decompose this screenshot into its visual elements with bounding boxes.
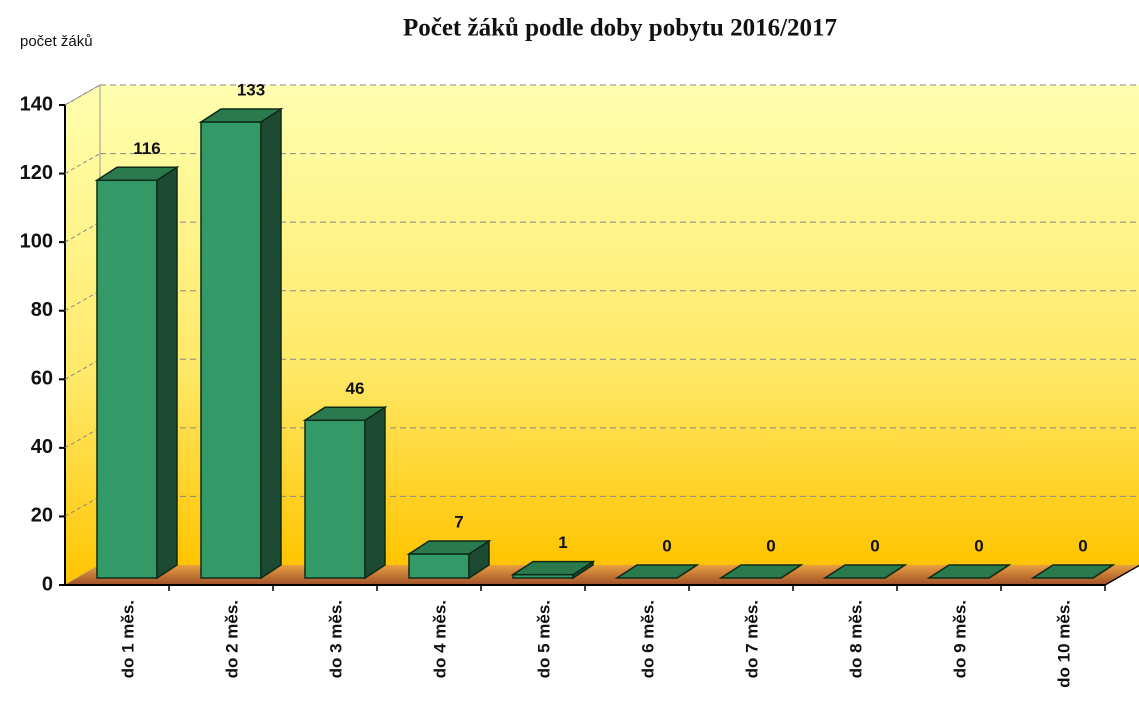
- bar-top: [718, 564, 804, 579]
- y-tick-label: 140: [20, 93, 53, 115]
- bar-side: [260, 107, 282, 580]
- bar-top: [822, 564, 908, 579]
- x-axis-depth: [1104, 564, 1139, 586]
- value-label: 116: [133, 139, 160, 158]
- value-label: 0: [1078, 536, 1087, 555]
- value-label: 7: [454, 512, 463, 531]
- bar-top: [94, 166, 180, 182]
- y-tick-label: 60: [31, 368, 53, 390]
- value-label: 46: [346, 379, 365, 398]
- bar-top: [926, 564, 1012, 579]
- y-tick-label: 0: [42, 573, 53, 595]
- bar-top: [302, 406, 388, 422]
- value-label: 133: [237, 80, 265, 99]
- bar-front: [408, 553, 470, 579]
- value-label: 0: [766, 536, 775, 555]
- bar: [1030, 564, 1116, 579]
- bar-side: [156, 165, 178, 580]
- bar-top: [1030, 564, 1116, 579]
- bar: [198, 107, 284, 580]
- x-tick-label: do 5 měs.: [534, 600, 553, 678]
- x-tick-label: do 2 měs.: [222, 600, 241, 678]
- x-tick-label: do 7 měs.: [742, 600, 761, 678]
- y-tick-label: 40: [31, 436, 53, 458]
- x-tick-label: do 9 měs.: [950, 600, 969, 678]
- bar: [406, 539, 492, 580]
- bar: [614, 564, 700, 579]
- bar: [510, 560, 596, 580]
- bar-top: [198, 108, 284, 123]
- y-tick-label: 100: [20, 230, 53, 252]
- x-tick-label: do 1 měs.: [118, 600, 137, 678]
- x-tick-label: do 10 měs.: [1054, 600, 1073, 688]
- y-tick-label: 120: [20, 162, 53, 184]
- y-axis-label: počet žáků: [20, 33, 93, 50]
- side-wall: [64, 84, 101, 586]
- bar-front: [96, 179, 158, 579]
- bar-top: [510, 560, 596, 576]
- chart-title: Počet žáků podle doby pobytu 2016/2017: [403, 15, 837, 42]
- bar: [94, 165, 180, 580]
- y-tick-label: 20: [31, 505, 53, 527]
- bar: [926, 564, 1012, 579]
- bar-front: [304, 419, 366, 579]
- bar-top: [406, 540, 492, 555]
- value-label: 0: [974, 536, 983, 555]
- x-tick-label: do 4 měs.: [430, 600, 449, 678]
- value-label: 0: [870, 536, 879, 555]
- bar-front: [200, 121, 262, 579]
- x-tick-label: do 8 měs.: [846, 600, 865, 678]
- x-tick-label: do 6 měs.: [638, 600, 657, 678]
- bar: [822, 564, 908, 579]
- x-tick-label: do 3 měs.: [326, 600, 345, 678]
- value-label: 1: [558, 533, 567, 552]
- y-tick-label: 80: [31, 299, 53, 321]
- bar-top: [614, 564, 700, 579]
- bar: [718, 564, 804, 579]
- bar: [302, 405, 388, 580]
- bar-side: [364, 405, 386, 580]
- value-label: 0: [662, 536, 671, 555]
